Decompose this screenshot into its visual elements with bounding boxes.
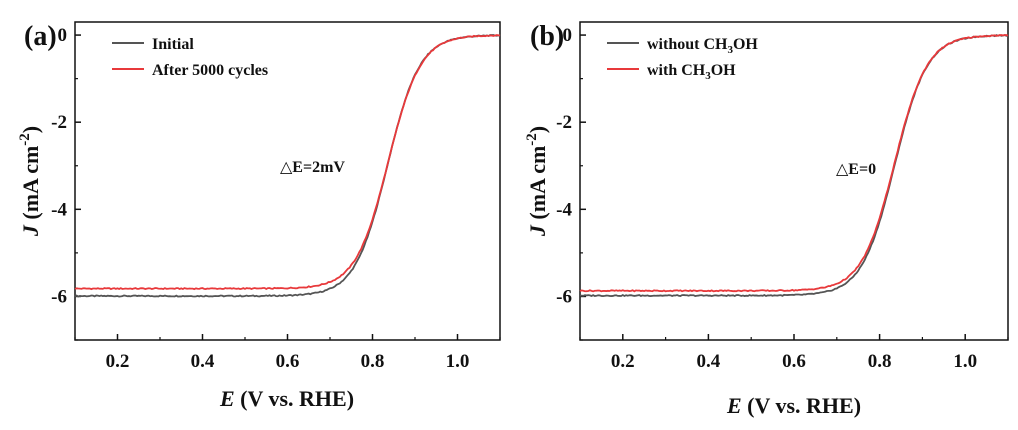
x-tick-label: 0.4 — [191, 351, 215, 372]
legend-label-2: After 5000 cycles — [152, 62, 268, 79]
panel-label: (a) — [24, 21, 57, 52]
y-axis-label: J (mA cm-2) — [17, 126, 43, 237]
delta-e-annotation: △E=0 — [836, 161, 876, 178]
y-tick-label: 0 — [563, 25, 573, 46]
x-tick-label: 1.0 — [953, 351, 977, 372]
plot-frame — [579, 21, 1009, 341]
x-tick-label: 0.4 — [697, 351, 721, 372]
y-tick-label: 0 — [58, 25, 68, 46]
series-line-1 — [579, 34, 1009, 298]
y-tick-label: -2 — [51, 112, 67, 133]
x-axis-label: E (V vs. RHE) — [726, 393, 861, 418]
x-tick-label: 0.6 — [276, 351, 300, 372]
legend-label-1: without CH3OH — [647, 36, 758, 56]
y-tick-label: -4 — [556, 199, 572, 220]
series-line-2 — [74, 34, 501, 291]
panel-b: 0.2 0.4 0.6 0.8 1.0 0 -2 -4 -6 without CH3OH with … — [524, 21, 1009, 418]
y-tick-label: -6 — [556, 286, 572, 307]
delta-e-annotation: △E=2mV — [280, 159, 345, 176]
y-tick-label: -6 — [51, 286, 67, 307]
x-tick-label: 0.8 — [868, 351, 892, 372]
panel-a: 0.2 0.4 0.6 0.8 1.0 0 -2 -4 -6 Initial After 5000 … — [17, 21, 501, 411]
legend-label-1: Initial — [152, 36, 194, 53]
y-tick-label: -2 — [556, 112, 572, 133]
x-tick-label: 0.2 — [611, 351, 635, 372]
series-line-2 — [579, 34, 1009, 293]
x-tick-label: 0.6 — [782, 351, 806, 372]
legend-label-2: with CH3OH — [647, 62, 736, 82]
x-tick-label: 0.2 — [106, 351, 130, 372]
x-tick-label: 1.0 — [446, 351, 470, 372]
x-tick-label: 0.8 — [361, 351, 385, 372]
x-axis-label: E (V vs. RHE) — [219, 386, 354, 411]
y-axis-label: J (mA cm-2) — [524, 126, 550, 237]
panel-label: (b) — [530, 21, 564, 52]
y-tick-label: -4 — [51, 199, 67, 220]
